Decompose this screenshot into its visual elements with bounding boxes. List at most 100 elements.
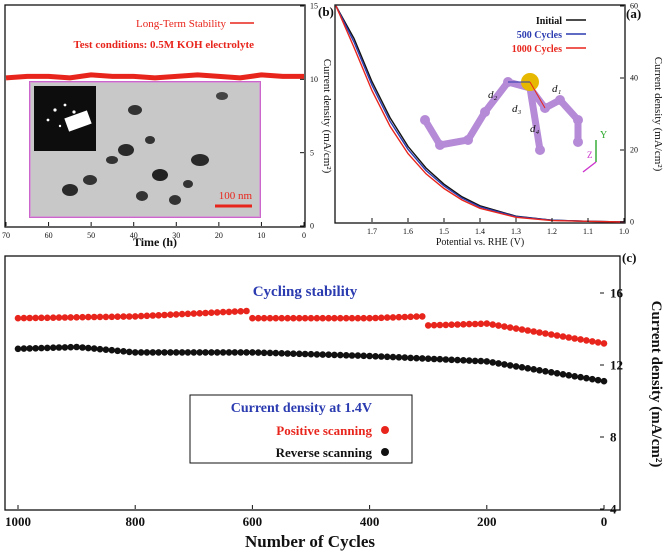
legend-marker bbox=[381, 448, 389, 456]
data-point-reverse bbox=[424, 355, 432, 363]
data-point-positive bbox=[272, 314, 280, 322]
data-point-positive bbox=[395, 313, 403, 321]
x-tick-label: 400 bbox=[360, 514, 380, 529]
annotation: Test conditions: 0.5M KOH electrolyte bbox=[73, 39, 254, 51]
data-point-positive bbox=[342, 314, 350, 322]
data-point-positive bbox=[501, 323, 508, 330]
data-point-reverse bbox=[196, 349, 203, 356]
atom bbox=[463, 135, 473, 145]
data-point-reverse bbox=[49, 344, 57, 352]
data-point-reverse bbox=[489, 359, 497, 366]
data-point-reverse bbox=[190, 349, 198, 356]
data-point-reverse bbox=[90, 345, 98, 352]
data-point-positive bbox=[301, 314, 309, 322]
x-tick-label: 10 bbox=[257, 231, 265, 240]
panel-label: (c) bbox=[622, 250, 636, 265]
data-point-positive bbox=[254, 314, 262, 322]
data-point-positive bbox=[553, 332, 561, 339]
x-tick-label: 1.2 bbox=[547, 227, 557, 236]
data-point-reverse bbox=[325, 351, 332, 359]
data-point-reverse bbox=[213, 349, 221, 356]
data-point-reverse bbox=[559, 371, 567, 378]
x-tick-label: 20 bbox=[215, 231, 223, 240]
data-point-positive bbox=[448, 321, 455, 329]
data-point-reverse bbox=[512, 363, 520, 370]
data-point-reverse bbox=[407, 354, 414, 362]
legend: Long-Term Stability bbox=[136, 18, 254, 30]
data-point-reverse bbox=[73, 343, 80, 351]
data-point-reverse bbox=[307, 350, 315, 358]
data-point-reverse bbox=[436, 355, 444, 363]
x-tick-label: 60 bbox=[45, 231, 53, 240]
y-tick-labels: 0 5 10 15 bbox=[300, 2, 318, 231]
data-point-positive bbox=[126, 313, 133, 320]
x-tick-label: 1.0 bbox=[619, 227, 629, 236]
data-point-reverse bbox=[583, 374, 590, 382]
data-point-positive bbox=[542, 330, 549, 337]
data-point-positive bbox=[219, 308, 227, 316]
data-point-positive bbox=[296, 314, 303, 322]
data-point-reverse bbox=[249, 349, 256, 356]
x-tick-label: 1000 bbox=[5, 514, 31, 529]
data-point-positive bbox=[460, 321, 467, 328]
data-point-positive bbox=[594, 339, 602, 346]
data-point-positive bbox=[96, 313, 104, 321]
legend-label: Positive scanning bbox=[276, 423, 372, 438]
data-point-reverse bbox=[483, 358, 491, 365]
data-point-reverse bbox=[231, 349, 239, 356]
data-point-reverse bbox=[506, 362, 514, 369]
data-point-reverse bbox=[85, 344, 92, 352]
scale-bar-label: 100 nm bbox=[219, 190, 253, 202]
data-point-reverse bbox=[290, 350, 297, 358]
data-point-reverse bbox=[442, 356, 450, 363]
x-tick-labels: 1.0 1.1 1.2 1.3 1.4 1.5 1.6 1.7 bbox=[367, 218, 629, 236]
data-point-reverse bbox=[266, 349, 274, 357]
y-tick-label: 0 bbox=[630, 218, 634, 227]
data-point-reverse bbox=[155, 349, 162, 356]
data-point-reverse bbox=[202, 349, 209, 356]
x-tick-label: 30 bbox=[172, 231, 180, 240]
atom bbox=[555, 95, 565, 105]
data-point-positive bbox=[32, 314, 39, 322]
data-point-positive bbox=[442, 321, 450, 329]
data-point-positive bbox=[172, 311, 180, 318]
data-point-reverse bbox=[465, 357, 473, 364]
data-point-reverse bbox=[354, 352, 362, 359]
bond-label: d₂ bbox=[488, 89, 498, 101]
nanoparticle bbox=[128, 105, 142, 115]
data-point-positive bbox=[131, 313, 139, 320]
data-point-reverse bbox=[161, 349, 168, 356]
data-point-positive bbox=[518, 326, 526, 333]
data-point-reverse bbox=[553, 370, 561, 377]
data-point-reverse bbox=[38, 344, 45, 352]
chart-title: Cycling stability bbox=[253, 284, 358, 300]
atom bbox=[573, 115, 583, 125]
x-tick-label: 1.3 bbox=[511, 227, 521, 236]
y-tick-label: 8 bbox=[610, 429, 617, 444]
axis-label-z: Z bbox=[587, 150, 593, 160]
data-point-positive bbox=[38, 314, 45, 322]
data-point-positive bbox=[483, 320, 491, 327]
panel-c: 0 200 400 600 800 1000 4 8 12 16 Number of Cycle… bbox=[4, 250, 664, 551]
plot-frame bbox=[4, 4, 306, 228]
data-point-positive bbox=[600, 340, 608, 347]
y-tick-labels: 0 20 40 60 bbox=[620, 2, 638, 227]
data-point-positive bbox=[307, 314, 315, 322]
data-point-reverse bbox=[366, 352, 373, 360]
data-point-positive bbox=[249, 314, 256, 322]
panel-b: 0 10 20 30 40 50 60 70 0 5 10 15 Time (h) Current … bbox=[2, 2, 334, 249]
data-point-positive bbox=[313, 314, 321, 322]
data-point-reverse bbox=[337, 351, 344, 359]
data-point-reverse bbox=[548, 369, 555, 376]
tem-inset: 100 nm bbox=[29, 81, 261, 218]
data-point-positive bbox=[190, 310, 198, 317]
data-point-positive bbox=[383, 314, 391, 321]
data-point-reverse bbox=[460, 357, 467, 364]
data-point-reverse bbox=[278, 350, 286, 357]
legend-marker bbox=[381, 426, 389, 434]
data-point-reverse bbox=[108, 346, 116, 354]
data-point-reverse bbox=[389, 353, 397, 361]
data-point-positive bbox=[178, 310, 186, 318]
y-tick-label: 40 bbox=[630, 74, 638, 83]
legend-label: 1000 Cycles bbox=[512, 44, 562, 55]
